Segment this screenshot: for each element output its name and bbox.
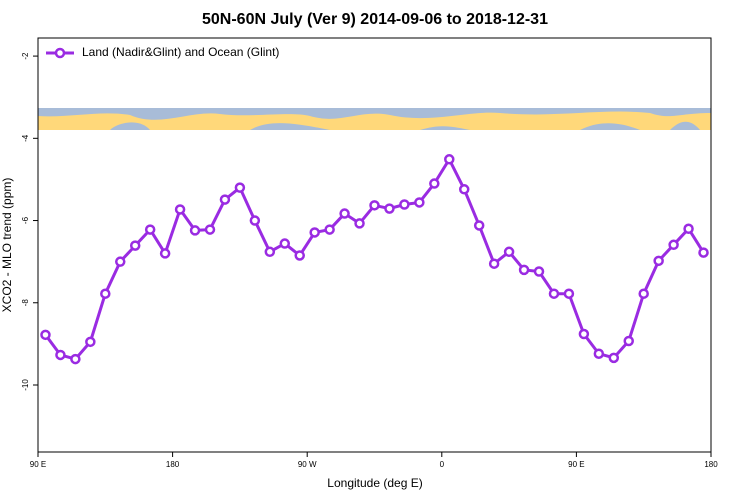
legend-marker	[54, 47, 66, 59]
y-tick-label: -10	[21, 379, 30, 391]
data-point	[623, 335, 634, 347]
data-point	[55, 349, 66, 361]
data-point	[159, 248, 171, 259]
data-point	[70, 353, 81, 365]
data-point	[518, 264, 530, 276]
data-point	[354, 218, 365, 229]
data-point	[249, 215, 261, 226]
data-point	[144, 224, 156, 235]
y-tick-label: -8	[21, 299, 30, 307]
data-point	[234, 182, 246, 193]
data-point	[608, 352, 620, 364]
y-axis-label: XCO2 - MLO trend (ppm)	[0, 178, 14, 313]
data-point	[548, 288, 560, 299]
data-point	[204, 224, 216, 235]
data-point	[683, 223, 694, 235]
data-point	[668, 239, 679, 251]
map-band	[38, 108, 711, 130]
plot-frame	[37, 37, 712, 453]
data-point	[399, 199, 410, 210]
data-point	[219, 194, 231, 205]
data-point	[279, 238, 291, 249]
x-tick-label: 90 E	[568, 460, 584, 469]
data-point	[698, 247, 709, 258]
data-point	[473, 220, 485, 231]
data-point	[563, 288, 575, 299]
data-point	[189, 225, 201, 236]
map-ocean	[38, 108, 711, 120]
data-point	[115, 256, 126, 267]
data-line	[44, 156, 705, 361]
data-point	[638, 288, 649, 299]
y-tick-label: -4	[21, 134, 30, 142]
data-point	[533, 266, 545, 277]
data-point	[294, 250, 305, 261]
x-tick-label: 90 W	[298, 460, 317, 469]
chart-title: 50N-60N July (Ver 9) 2014-09-06 to 2018-…	[202, 11, 548, 28]
data-point	[129, 240, 141, 251]
data-point	[593, 348, 605, 359]
data-point	[40, 329, 51, 341]
x-tick-label: 180	[166, 460, 180, 469]
x-tick-label: 0	[440, 460, 445, 469]
x-axis-label: Longitude (deg E)	[327, 476, 422, 490]
x-tick-label: 180	[704, 460, 718, 469]
data-point	[578, 328, 590, 340]
data-point	[264, 246, 276, 258]
data-point	[174, 204, 186, 215]
data-point	[653, 255, 664, 267]
data-point	[503, 246, 515, 258]
data-point	[429, 178, 440, 189]
data-point	[384, 203, 395, 214]
data-point	[369, 200, 380, 211]
data-point	[444, 154, 455, 165]
map-ocean	[110, 121, 700, 130]
x-tick-label: 90 E	[30, 460, 46, 469]
data-point	[458, 184, 470, 195]
data-point	[324, 224, 335, 235]
data-point	[100, 288, 111, 299]
y-tick-label: -6	[21, 216, 30, 224]
data-point	[414, 197, 425, 208]
legend-label: Land (Nadir&Glint) and Ocean (Glint)	[82, 45, 279, 59]
data-point	[339, 208, 350, 219]
data-point	[309, 227, 320, 238]
y-tick-label: -2	[21, 52, 30, 60]
data-point	[85, 336, 96, 348]
data-point	[488, 258, 500, 269]
